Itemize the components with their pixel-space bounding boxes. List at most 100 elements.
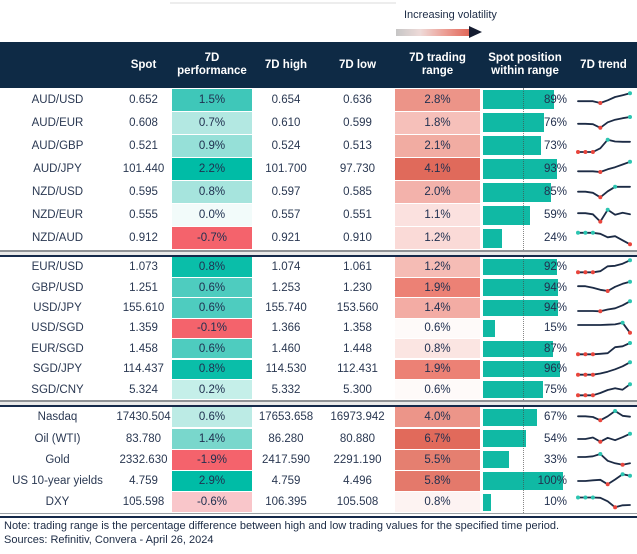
range-cell: 4.1%	[395, 157, 480, 180]
table-row: USD/JPY 155.610 0.6% 155.740 153.560 1.4% 94%	[0, 298, 637, 318]
position-label: 15%	[543, 322, 567, 335]
trend-sparkline	[570, 257, 637, 277]
performance-fill: 2.9%	[172, 470, 252, 491]
note-text: Note: trading range is the percentage di…	[4, 520, 560, 532]
position-bar	[483, 90, 555, 110]
table-row: AUD/GBP 0.521 0.9% 0.524 0.513 2.1% 73%	[0, 134, 637, 157]
position-label: 96%	[543, 363, 567, 376]
trend-low-marker	[597, 100, 602, 105]
trend-sparkline	[570, 181, 637, 204]
trend-sparkline	[570, 359, 637, 379]
spot-value: 0.608	[129, 116, 158, 129]
trend-sparkline	[570, 449, 637, 470]
spot-value: 101.440	[122, 162, 165, 175]
spot-value: 17430.504	[116, 411, 171, 424]
high-value: 0.610	[271, 116, 301, 129]
range-cell: 2.0%	[395, 181, 480, 204]
trend-high-marker	[627, 90, 632, 95]
table-row: AUD/EUR 0.608 0.7% 0.610 0.599 1.8% 76%	[0, 111, 637, 134]
range-cell: 5.5%	[395, 449, 480, 470]
spot-value: 1.458	[129, 342, 158, 355]
low-value: 1.448	[343, 342, 372, 355]
range-fill: 0.6%	[395, 380, 480, 400]
volatility-legend-label: Increasing volatility	[404, 9, 497, 21]
position-cell: 89%	[480, 88, 570, 111]
performance-fill: -1.9%	[172, 449, 252, 470]
position-cell: 94%	[480, 298, 570, 318]
position-cell: 93%	[480, 157, 570, 180]
range-value: 4.1%	[424, 162, 451, 175]
performance-fill: -0.6%	[172, 492, 252, 513]
high-value: 114.530	[265, 363, 307, 376]
table-row: US 10-year yields 4.759 2.9% 4.759 4.496 5.8%…	[0, 470, 637, 491]
trend-sparkline	[570, 318, 637, 338]
range-fill: 0.8%	[395, 339, 480, 359]
asset-label: GBP/USD	[31, 281, 84, 294]
performance-cell: -0.6%	[172, 492, 252, 513]
asset-label: USD/JPY	[33, 301, 82, 314]
volatility-arrowhead-icon	[469, 26, 482, 38]
position-bar	[483, 381, 543, 398]
range-value: 5.5%	[424, 453, 451, 466]
table-group-other-assets: Nasdaq 17430.504 0.6% 17653.658 16973.942 4.0…	[0, 406, 637, 513]
trend-low-marker	[575, 372, 580, 377]
range-fill: 1.9%	[395, 359, 480, 379]
position-label: 33%	[543, 453, 567, 466]
performance-fill: 0.6%	[172, 339, 252, 359]
trend-high-marker	[575, 495, 580, 500]
performance-fill: 0.6%	[172, 277, 252, 298]
asset-label: AUD/USD	[31, 93, 84, 106]
range-fill: 5.8%	[395, 470, 480, 491]
trend-high-marker	[627, 299, 632, 304]
table-row: SGD/JPY 114.437 0.8% 114.530 112.431 1.9% 96%	[0, 359, 637, 379]
performance-fill: 0.8%	[172, 257, 252, 277]
column-header-asset	[0, 42, 115, 88]
trend-high-marker	[612, 184, 617, 189]
performance-fill: 0.8%	[172, 181, 252, 204]
column-header-trend: 7D trend	[580, 58, 627, 71]
asset-label: AUD/EUR	[31, 116, 84, 129]
position-bar	[483, 205, 531, 225]
asset-label: DXY	[45, 496, 70, 509]
range-midpoint-line	[523, 406, 524, 513]
trend-high-marker	[590, 495, 595, 500]
high-value: 1.460	[271, 342, 301, 355]
position-label: 73%	[543, 139, 567, 152]
column-header-range: 7D trading range	[409, 52, 466, 77]
performance-cell: 0.8%	[172, 257, 252, 277]
position-bar	[483, 360, 560, 378]
trend-low-marker	[620, 462, 625, 467]
position-bar	[483, 493, 491, 511]
trend-low-marker	[597, 309, 602, 314]
performance-value: -0.6%	[196, 496, 228, 509]
trend-low-marker	[590, 270, 595, 275]
trend-low-marker	[582, 372, 587, 377]
range-cell: 1.2%	[395, 227, 480, 250]
performance-cell: 0.0%	[172, 204, 252, 227]
trend-sparkline	[570, 204, 637, 227]
high-value: 1.253	[271, 281, 301, 294]
high-value: 17653.658	[258, 411, 314, 424]
trend-high-marker	[582, 495, 587, 500]
spot-value: 5.324	[129, 383, 158, 396]
range-fill: 1.9%	[395, 277, 480, 298]
spot-value: 2332.630	[119, 453, 168, 466]
range-fill: 1.1%	[395, 204, 480, 227]
range-value: 0.8%	[424, 342, 451, 355]
low-value: 112.431	[337, 363, 378, 376]
high-value: 86.280	[268, 432, 304, 445]
low-value: 0.910	[343, 232, 372, 245]
position-label: 54%	[543, 432, 567, 445]
position-cell: 96%	[480, 359, 570, 379]
position-label: 94%	[543, 281, 567, 294]
range-fill: 5.5%	[395, 449, 480, 470]
range-cell: 2.8%	[395, 88, 480, 111]
range-cell: 1.9%	[395, 359, 480, 379]
volatility-legend: Increasing volatility	[396, 9, 497, 38]
spot-value: 0.912	[129, 232, 158, 245]
trend-high-marker	[575, 231, 580, 236]
position-bar	[483, 136, 542, 156]
position-label: 89%	[543, 93, 567, 106]
performance-fill: 0.0%	[172, 204, 252, 227]
high-value: 101.700	[265, 162, 307, 175]
